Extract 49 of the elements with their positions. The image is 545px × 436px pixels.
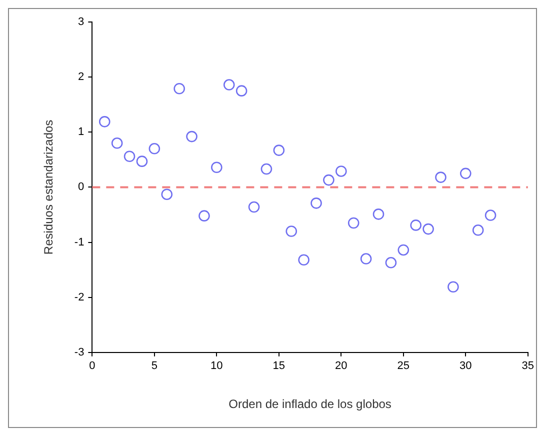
point bbox=[460, 168, 472, 180]
point bbox=[348, 217, 360, 229]
x-tick-label: 35 bbox=[522, 360, 534, 372]
point bbox=[398, 244, 410, 256]
point bbox=[472, 224, 484, 236]
y-tick-label: 3 bbox=[78, 16, 84, 28]
point bbox=[286, 226, 298, 237]
x-tick-label: 25 bbox=[397, 360, 410, 372]
y-tick-label: 0 bbox=[78, 181, 84, 194]
point bbox=[174, 82, 185, 94]
y-axis-title: Residuos estandarizados bbox=[42, 120, 56, 255]
point bbox=[273, 144, 285, 156]
y-tick-label: -2 bbox=[74, 291, 84, 304]
x-axis-title: Orden de inflado de los globos bbox=[228, 397, 392, 412]
y-tick-label: 1 bbox=[78, 126, 84, 138]
point bbox=[323, 174, 334, 186]
point bbox=[148, 143, 160, 154]
point bbox=[484, 210, 496, 221]
point bbox=[136, 156, 148, 167]
point bbox=[385, 256, 397, 268]
point bbox=[124, 150, 136, 162]
point bbox=[435, 172, 446, 183]
y-tick-label: -3 bbox=[74, 346, 84, 358]
point bbox=[422, 223, 434, 235]
point bbox=[448, 281, 459, 293]
x-tick-label: 15 bbox=[272, 360, 286, 372]
x-tick-label: 0 bbox=[89, 360, 96, 372]
point bbox=[310, 198, 322, 209]
point bbox=[372, 208, 384, 220]
point bbox=[298, 254, 310, 266]
x-tick-label: 5 bbox=[151, 360, 158, 372]
y-tick-label: -1 bbox=[74, 236, 84, 248]
point bbox=[260, 163, 272, 175]
y-tick-label: 2 bbox=[78, 71, 84, 84]
point bbox=[360, 253, 372, 264]
x-tick-label: 10 bbox=[210, 360, 223, 372]
point bbox=[98, 116, 110, 128]
point bbox=[248, 201, 260, 213]
point bbox=[198, 210, 210, 222]
point bbox=[111, 137, 123, 149]
point bbox=[211, 162, 222, 174]
point bbox=[410, 220, 422, 231]
point bbox=[186, 130, 198, 142]
x-tick-label: 30 bbox=[460, 360, 472, 372]
point bbox=[336, 166, 347, 177]
point bbox=[236, 85, 248, 96]
x-tick-label: 20 bbox=[335, 360, 348, 372]
point bbox=[223, 79, 235, 90]
point bbox=[161, 188, 173, 200]
